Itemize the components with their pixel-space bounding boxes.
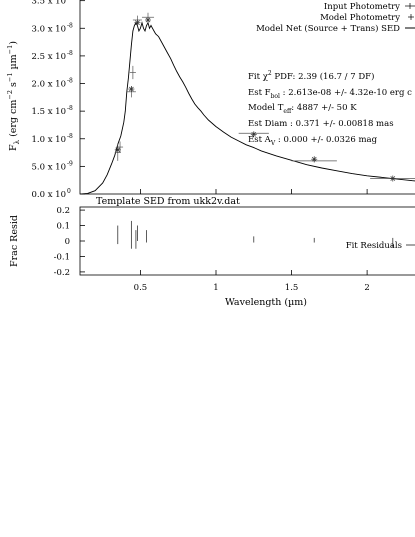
sed-y-tick-label: 0.0 x 10 [31,190,66,200]
model-photometry-point [250,131,257,138]
sed-y-tick-label: 3.0 x 10 [31,24,66,34]
sed-legend-label: Model Photometry [320,13,400,23]
sed-y-tick-label: 2.5 x 10 [31,52,66,62]
residual-legend: Fit Residuals [346,241,415,251]
fit-statistic-line: Est Diam : 0.371 +/- 0.00818 mas [248,119,394,129]
model-photometry-point [311,156,318,163]
sed-y-tick-label: 1.5 x 10 [31,107,66,117]
sed-y-tick-exponent: -8 [67,133,73,140]
sed-model-line [81,21,415,195]
residual-x-tick-label: 0.5 [134,283,148,293]
residual-y-tick-label: 0.2 [56,206,70,216]
fit-statistics: Fit χ2 PDF: 2.39 (16.7 / 7 DF) Est Fbol :… [248,70,412,147]
residual-x-axis-label: Wavelength (µm) [225,297,307,308]
sed-legend-marker [405,3,415,9]
fit-statistic-line: Model Teff: 4887 +/- 50 K [248,103,357,115]
model-photometry-point [145,16,151,23]
fit-residuals-series [117,220,394,249]
sed-y-tick-label: 1.0 x 10 [31,135,66,145]
fit-statistic-line: Est AV : 0.000 +/- 0.0326 mag [248,135,378,147]
sed-legend-label: Input Photometry [324,2,400,12]
sed-panel: 0.0 x 10 05.0 x 10 -91.0 x 10 -81.5 x 10 -82… [6,0,415,200]
residual-y-tick-label: -0.2 [54,268,70,278]
sed-y-tick-exponent: -8 [67,0,73,2]
sed-y-tick-exponent: -8 [67,50,73,57]
sed-y-tick-exponent: -8 [67,22,73,29]
sed-y-axis: 0.0 x 10 05.0 x 10 -91.0 x 10 -81.5 x 10 -82… [31,0,368,200]
model-photometry-point [389,175,396,182]
sed-y-axis-label: Fλ (erg cm−2 s−1 µm−1) [6,41,21,151]
sed-model-series [81,21,415,195]
sed-legend-marker [408,14,414,20]
fit-statistic-line: Fit χ2 PDF: 2.39 (16.7 / 7 DF) [248,70,374,82]
residual-x-tick-label: 1.5 [285,283,299,293]
model-photometry-point [114,146,121,153]
residual-y-tick-label: 0.1 [56,222,70,232]
sed-y-tick-exponent: -8 [67,105,73,112]
residual-y-tick-label: 0 [65,237,70,247]
sed-y-tick-exponent: -8 [67,78,73,85]
model-photometry-point [128,86,135,93]
sed-y-tick-label: 2.0 x 10 [31,80,66,90]
residual-y-axis: 0.2 0.1 0 -0.1 -0.2 [54,206,85,278]
residual-legend-label: Fit Residuals [346,241,402,251]
model-photometry-series [114,16,396,182]
sed-legend-label: Model Net (Source + Trans) SED [256,23,400,34]
sed-y-tick-label: 5.0 x 10 [31,162,66,172]
sed-y-tick-exponent: 0 [67,188,71,195]
residual-x-tick-label: 1 [213,283,218,293]
residual-panel-title: Template SED from ukk2v.dat [96,196,240,207]
residual-x-tick-label: 2 [364,283,369,293]
residual-panel: Template SED from ukk2v.dat 0.2 0.1 0 -0.1 -… [9,196,415,308]
model-photometry-point [134,19,141,26]
sed-y-tick-label: 3.5 x 10 [31,0,66,7]
fit-statistic-line: Est Fbol : 2.613e-08 +/- 4.32e-10 erg c [248,88,412,100]
sed-y-tick-exponent: -9 [67,160,73,167]
input-photometry-point [129,65,136,80]
residual-y-tick-label: -0.1 [54,252,70,262]
sed-plot-frame [79,0,415,195]
residual-y-axis-label: Frac Resid [9,215,20,267]
residual-x-axis: 0.5 1 1.5 2 [134,270,370,293]
